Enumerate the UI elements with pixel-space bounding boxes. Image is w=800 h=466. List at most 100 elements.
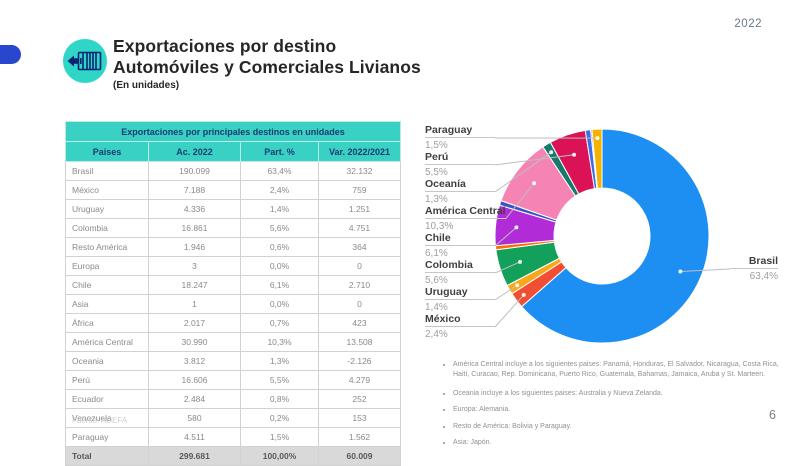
- slide-canvas: { "page": { "year": "2022", "page_number…: [0, 0, 800, 450]
- value-cell: 2.017: [149, 314, 241, 333]
- value-cell: 153: [319, 409, 401, 428]
- country-cell: Uruguay: [66, 200, 149, 219]
- truck-container-icon: [63, 39, 107, 83]
- country-cell: África: [66, 314, 149, 333]
- year-label: 2022: [734, 18, 762, 30]
- chart-label-pct: 1,5%: [425, 138, 495, 151]
- chart-label-name: Brasil: [730, 255, 778, 269]
- country-cell: Colombia: [66, 219, 149, 238]
- country-cell: Chile: [66, 276, 149, 295]
- leader-anchor-dot: [572, 153, 576, 157]
- value-cell: 18.247: [149, 276, 241, 295]
- value-cell: 364: [319, 238, 401, 257]
- value-cell: 3.812: [149, 352, 241, 371]
- value-cell: 0,2%: [241, 409, 319, 428]
- leader-line: [495, 295, 524, 327]
- value-cell: 5,6%: [241, 219, 319, 238]
- chart-label-name: Colombia: [425, 259, 495, 273]
- value-cell: 190.099: [149, 162, 241, 181]
- value-cell: 63,4%: [241, 162, 319, 181]
- leader-anchor-dot: [678, 270, 682, 274]
- chart-label-pct: 1,3%: [425, 192, 495, 205]
- value-cell: 10,3%: [241, 333, 319, 352]
- value-cell: 1.946: [149, 238, 241, 257]
- accent-pill: [0, 45, 21, 64]
- chart-label-pct: 63,4%: [730, 269, 778, 282]
- value-cell: 13.508: [319, 333, 401, 352]
- chart-label-pct: 2,4%: [425, 327, 495, 340]
- chart-label-name: Uruguay: [425, 286, 495, 300]
- table-title: Exportaciones por principales destinos e…: [66, 122, 401, 142]
- footnote-item: Oceania incluye a los siguientes paises:…: [453, 389, 792, 399]
- chart-label-name: México: [425, 313, 495, 327]
- chart-label-pct: 10,3%: [425, 219, 506, 232]
- table-title-row: Exportaciones por principales destinos e…: [66, 122, 401, 142]
- country-cell: América Central: [66, 333, 149, 352]
- country-cell: Ecuador: [66, 390, 149, 409]
- value-cell: 2,4%: [241, 181, 319, 200]
- value-cell: 1,5%: [241, 428, 319, 447]
- value-cell: 0: [319, 257, 401, 276]
- chart-label-name: América Central: [425, 205, 506, 219]
- country-cell: Perú: [66, 371, 149, 390]
- chart-label-pct: 5,6%: [425, 273, 495, 286]
- leader-anchor-dot: [522, 293, 526, 297]
- country-cell: Paraguay: [66, 428, 149, 447]
- page-title: Exportaciones por destino Automóviles y …: [113, 36, 421, 91]
- footnotes: América Central incluye a los siguientes…: [440, 360, 792, 454]
- source-label: Fuente: ADEFA: [72, 416, 127, 425]
- footnote-item: Resto de América: Bolivia y Paraguay.: [453, 422, 792, 432]
- chart-label-name: Paraguay: [425, 124, 495, 138]
- page-number: 6: [769, 408, 776, 422]
- title-line-2: Automóviles y Comerciales Livianos: [113, 57, 421, 78]
- footnote-item: América Central incluye a los siguientes…: [453, 360, 792, 380]
- value-cell: 4.336: [149, 200, 241, 219]
- country-cell: Asia: [66, 295, 149, 314]
- value-cell: 4.511: [149, 428, 241, 447]
- footnote-item: Europa: Alemania.: [453, 405, 792, 415]
- value-cell: 1,3%: [241, 352, 319, 371]
- value-cell: 1: [149, 295, 241, 314]
- value-cell: 16.861: [149, 219, 241, 238]
- chart-label-pct: 6,1%: [425, 246, 495, 259]
- title-subtitle: (En unidades): [113, 80, 421, 91]
- value-cell: 2.710: [319, 276, 401, 295]
- chart-label-name: Chile: [425, 232, 495, 246]
- leader-anchor-dot: [514, 225, 518, 229]
- value-cell: 299.681: [149, 447, 241, 466]
- value-cell: 32.132: [319, 162, 401, 181]
- value-cell: 0,6%: [241, 238, 319, 257]
- footnote-item: Asia: Japón.: [453, 438, 792, 448]
- value-cell: 1.251: [319, 200, 401, 219]
- value-cell: 252: [319, 390, 401, 409]
- value-cell: 759: [319, 181, 401, 200]
- value-cell: 0,7%: [241, 314, 319, 333]
- chart-label-name: Oceanía: [425, 178, 495, 192]
- country-cell: Oceania: [66, 352, 149, 371]
- value-cell: 423: [319, 314, 401, 333]
- column-header-var-2022-2021: Var. 2022/2021: [319, 142, 401, 162]
- value-cell: 60.009: [319, 447, 401, 466]
- column-header-paises: Paises: [66, 142, 149, 162]
